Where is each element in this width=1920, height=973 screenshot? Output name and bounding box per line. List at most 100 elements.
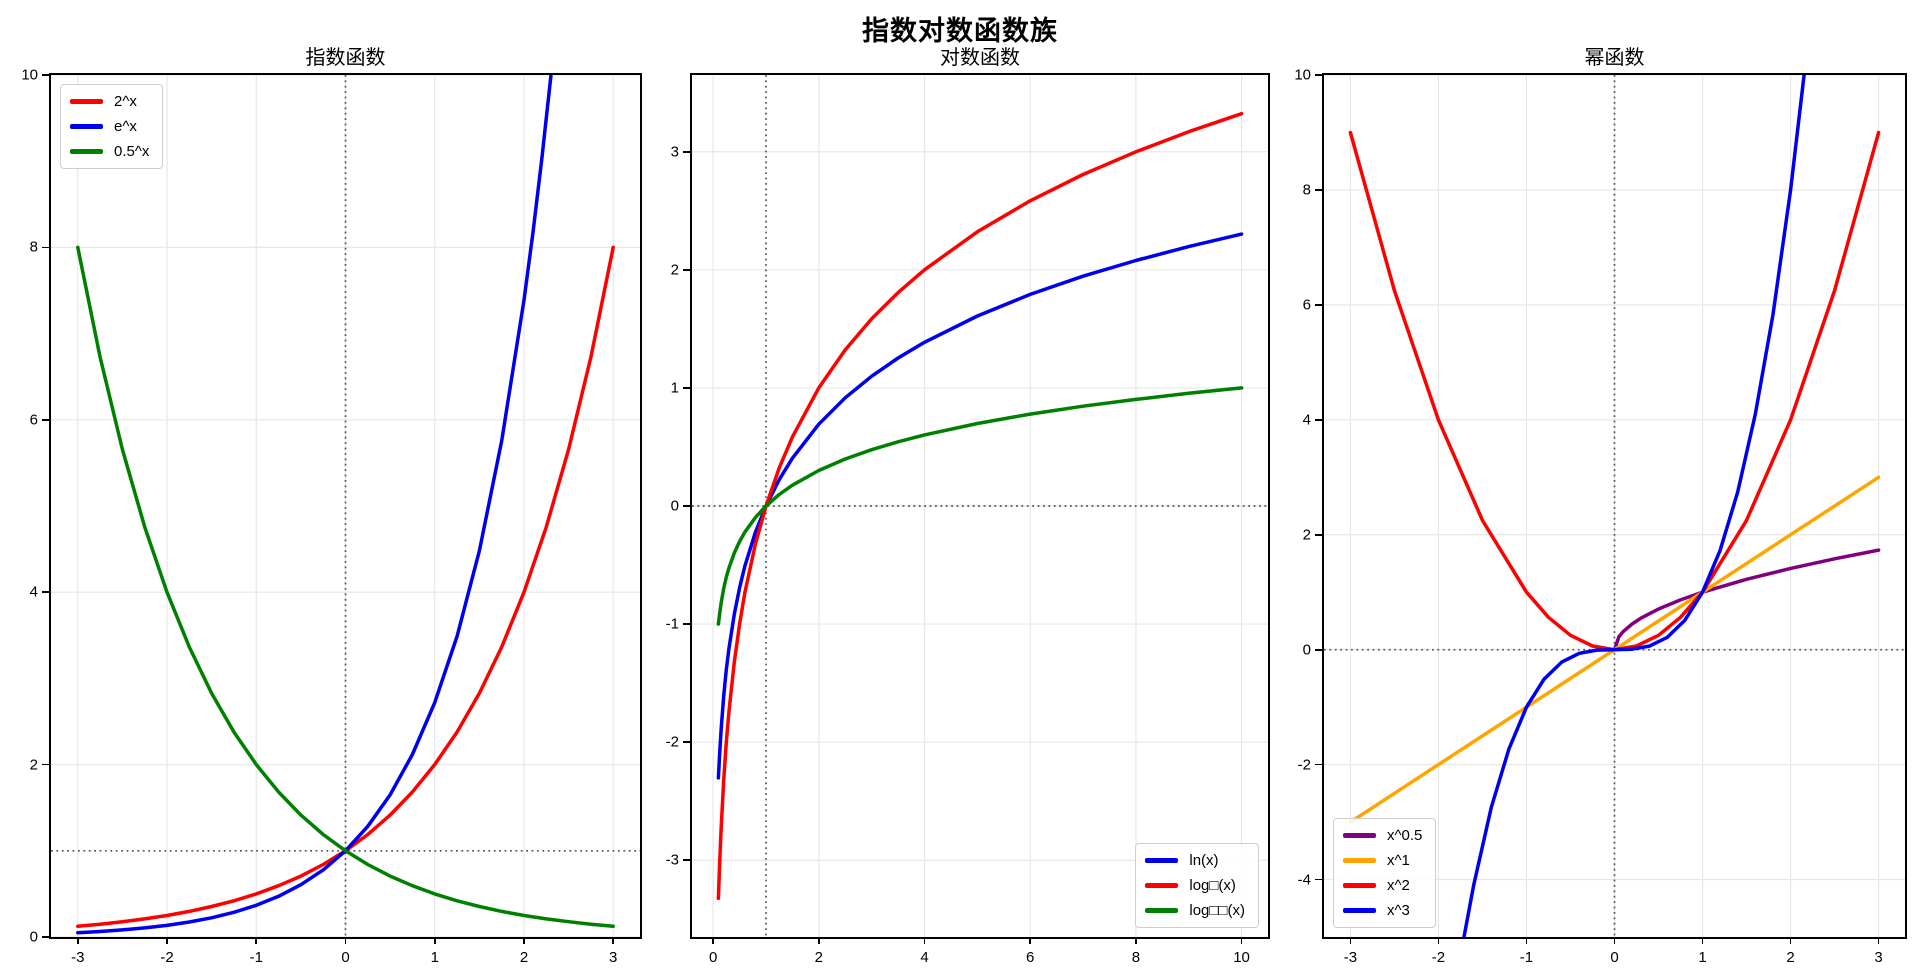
- y-tick-label: 8: [1302, 181, 1311, 199]
- x-tick-label: 0: [1610, 949, 1619, 966]
- legend-label: e^x: [114, 118, 137, 135]
- y-tick-mark: [42, 763, 49, 766]
- plot-area-pow: [1324, 75, 1905, 937]
- curve-x^3: [1462, 75, 1806, 937]
- legend-label: x^1: [1387, 852, 1410, 869]
- legend-label: x^0.5: [1387, 827, 1423, 844]
- legend-line-swatch: [1145, 858, 1179, 863]
- x-tick-label: 0: [341, 949, 350, 966]
- legend-item: 0.5^x: [70, 143, 149, 160]
- figure-title: 指数对数函数族: [862, 16, 1058, 46]
- x-tick-mark: [1134, 937, 1137, 944]
- y-tick-label: -2: [665, 733, 679, 751]
- x-tick-mark: [166, 937, 168, 944]
- x-tick-label: -2: [160, 949, 174, 966]
- legend-line-swatch: [1343, 858, 1376, 863]
- y-tick-label: 3: [670, 143, 679, 161]
- x-tick-mark: [923, 937, 926, 944]
- legend-line-swatch: [1343, 883, 1376, 888]
- curve-x^0.5: [1612, 548, 1881, 652]
- x-tick-label: 1: [1698, 949, 1707, 966]
- x-tick-label: 6: [1026, 949, 1035, 966]
- x-tick-mark: [344, 937, 347, 944]
- legend-line-swatch: [1343, 908, 1376, 913]
- y-tick-mark: [42, 591, 49, 594]
- y-tick-mark: [683, 268, 690, 271]
- y-tick-label: -1: [665, 615, 679, 633]
- x-tick-label: -2: [1431, 949, 1446, 966]
- y-tick-mark: [1315, 189, 1322, 191]
- legend: 2^x e^x 0.5^x: [60, 84, 164, 169]
- y-tick-label: 6: [1302, 296, 1311, 314]
- y-tick-mark: [1315, 74, 1322, 76]
- legend-label: log□□(x): [1189, 902, 1245, 919]
- x-tick-mark: [817, 937, 820, 944]
- legend-label: 2^x: [114, 93, 137, 110]
- y-tick-mark: [683, 859, 690, 862]
- x-tick-label: 3: [609, 949, 618, 966]
- y-tick-mark: [1315, 533, 1322, 536]
- legend-item: x^0.5: [1343, 827, 1422, 844]
- legend-item: log□□(x): [1145, 902, 1245, 919]
- legend-label: x^2: [1387, 877, 1410, 894]
- x-tick-label: -1: [1519, 949, 1534, 966]
- x-tick-mark: [1525, 937, 1528, 944]
- legend-line-swatch: [1145, 883, 1179, 888]
- y-tick-mark: [1315, 303, 1322, 306]
- y-tick-label: -2: [1297, 756, 1311, 774]
- curve-ln(x): [716, 232, 1244, 780]
- legend-item: ln(x): [1145, 852, 1245, 869]
- y-tick-mark: [683, 505, 690, 507]
- legend-line-swatch: [70, 124, 103, 129]
- legend: x^0.5 x^1 x^2 x^3: [1333, 818, 1437, 928]
- x-tick-mark: [433, 937, 436, 944]
- x-tick-mark: [612, 937, 615, 944]
- y-tick-mark: [683, 387, 690, 389]
- y-tick-label: -4: [1297, 871, 1311, 889]
- legend-label: ln(x): [1189, 852, 1219, 869]
- x-tick-mark: [1437, 937, 1440, 944]
- y-tick-label: 0: [29, 928, 38, 946]
- x-tick-mark: [1029, 937, 1032, 944]
- legend-item: x^2: [1343, 877, 1422, 894]
- reference-lines: [51, 75, 640, 937]
- x-tick-mark: [1613, 937, 1616, 944]
- legend-line-swatch: [70, 149, 103, 154]
- y-tick-label: 0: [1302, 641, 1311, 659]
- curve-0.5^x: [76, 245, 615, 928]
- x-tick-label: 10: [1233, 949, 1250, 966]
- plot-area-exp: [51, 75, 640, 937]
- legend-item: log□(x): [1145, 877, 1245, 894]
- legend-item: x^3: [1343, 902, 1422, 919]
- y-tick-label: 4: [29, 583, 38, 601]
- axes-power: 幂函数 -3 -2 -1 0 1 2 3 -4 -2 0 2 4 6 8 10 x^0.5 x^1 x^2 x^3: [1294, 47, 1907, 965]
- x-tick-mark: [523, 937, 525, 944]
- y-tick-label: 8: [29, 238, 38, 256]
- x-tick-mark: [255, 937, 258, 944]
- legend-label: 0.5^x: [114, 143, 150, 160]
- x-tick-label: -3: [1343, 949, 1358, 966]
- curve-log□□(x): [716, 386, 1244, 626]
- x-tick-label: 4: [920, 949, 929, 966]
- reference-lines: [692, 75, 1268, 937]
- y-tick-label: 10: [1294, 66, 1311, 84]
- y-tick-label: 2: [670, 261, 679, 279]
- legend: ln(x) log□(x) log□□(x): [1135, 843, 1259, 928]
- y-tick-label: 1: [670, 379, 679, 397]
- y-tick-label: 0: [670, 497, 679, 515]
- x-tick-label: 8: [1131, 949, 1141, 966]
- y-tick-label: 6: [29, 411, 38, 429]
- subplot-title-power: 幂函数: [1584, 47, 1645, 69]
- x-tick-label: 2: [519, 949, 529, 966]
- y-tick-mark: [42, 418, 49, 421]
- legend-item: 2^x: [70, 93, 149, 110]
- y-tick-mark: [42, 74, 49, 76]
- reference-lines: [1324, 75, 1905, 937]
- x-tick-mark: [1789, 937, 1792, 944]
- curve-log□(x): [716, 111, 1244, 901]
- legend-label: x^3: [1387, 902, 1410, 919]
- legend-line-swatch: [70, 99, 103, 104]
- subplot-title-logarithmic: 对数函数: [940, 47, 1020, 69]
- grid-lines: [1324, 75, 1905, 937]
